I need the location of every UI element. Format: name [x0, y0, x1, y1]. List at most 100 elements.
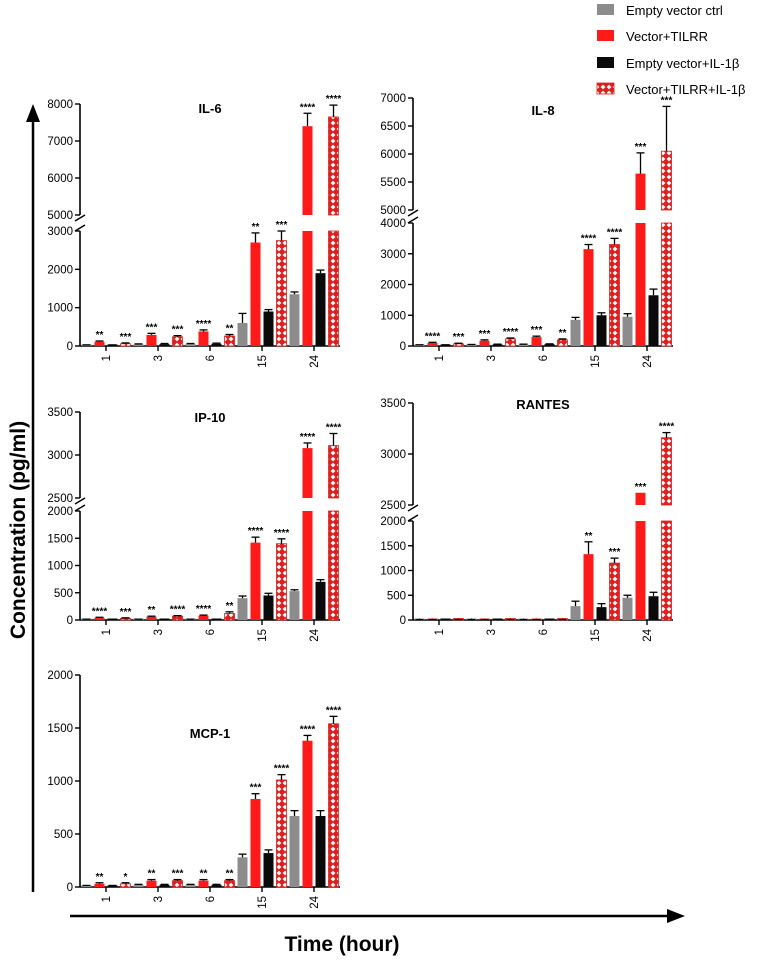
- legend-swatch-vector-tilrr: [597, 30, 614, 41]
- significance-label-rantes-vector-tilrr-15: **: [585, 531, 593, 542]
- significance-label-il-8-vector-tilrr-il1b-15: ****: [607, 227, 623, 238]
- significance-label-il-8-vector-tilrr-il1b-6: **: [559, 328, 567, 339]
- bar-rantes-vector-tilrr-il1b-24: [661, 437, 672, 506]
- bar-il-8-empty-vector-il1b-15: [596, 315, 607, 346]
- y-tick-label-il-6: 7000: [47, 136, 73, 148]
- significance-label-mcp-1-vector-tilrr-1: **: [96, 872, 104, 883]
- axis-break-mark-rantes: [407, 514, 419, 522]
- x-tick-label-rantes-1: 1: [434, 629, 446, 635]
- chart-panel-rantes: RANTES 0 500 1000 1500 2000 2500 3000 3500 1 3 6 15 *…: [380, 397, 674, 642]
- y-tick-label-rantes: 0: [400, 615, 406, 627]
- bar-ip-10-vector-tilrr-il1b-6: [224, 613, 235, 621]
- axis-break-mark-il-6: [74, 214, 86, 222]
- bar-il-8-vector-tilrr-il1b-24: [661, 150, 672, 211]
- axis-break-mark-il-8: [407, 216, 419, 224]
- significance-label-rantes-vector-tilrr-24: ***: [635, 482, 647, 493]
- bar-il-8-vector-tilrr-3: [479, 340, 490, 346]
- bar-ip-10-vector-tilrr-il1b-15: [276, 543, 287, 621]
- bar-ip-10-vector-tilrr-24: [302, 511, 313, 620]
- bar-mcp-1-vector-tilrr-24: [302, 740, 313, 887]
- axis-break-mark-ip-10: [74, 504, 86, 512]
- y-tick-label-il-8: 5000: [380, 205, 406, 217]
- bar-il-6-vector-tilrr-il1b-6: [224, 335, 235, 347]
- significance-label-ip-10-vector-tilrr-il1b-6: **: [226, 601, 234, 612]
- bar-ip-10-vector-tilrr-il1b-24: [328, 510, 339, 621]
- bar-ip-10-vector-tilrr-15: [250, 542, 261, 620]
- bar-il-6-vector-tilrr-15: [250, 242, 261, 346]
- bar-ip-10-vector-tilrr-il1b-1: [120, 617, 131, 621]
- bar-il-8-empty-vector-ctrl-3: [466, 344, 477, 346]
- bar-il-6-vector-tilrr-24: [302, 126, 313, 215]
- legend-label-vector-tilrr: Vector+TILRR: [626, 29, 708, 44]
- bar-ip-10-vector-tilrr-24: [302, 448, 313, 498]
- bar-rantes-empty-vector-ctrl-24: [622, 597, 633, 620]
- x-tick-label-il-6-24: 24: [309, 354, 321, 367]
- bar-il-6-vector-tilrr-il1b-15: [276, 240, 287, 347]
- chart-title-ip-10: IP-10: [194, 410, 225, 425]
- x-tick-label-ip-10-15: 15: [257, 629, 269, 642]
- bar-il-6-vector-tilrr-il1b-1: [120, 343, 131, 347]
- y-tick-label-ip-10: 3000: [47, 450, 73, 462]
- significance-label-il-6-vector-tilrr-il1b-3: ***: [172, 325, 184, 336]
- bar-il-8-vector-tilrr-15: [583, 249, 594, 346]
- x-tick-label-il-8-15: 15: [590, 355, 602, 368]
- bar-il-6-vector-tilrr-1: [94, 341, 105, 346]
- significance-label-ip-10-vector-tilrr-il1b-24: ****: [326, 423, 342, 434]
- y-tick-label-il-6: 6000: [47, 173, 73, 185]
- y-tick-label-ip-10: 3500: [47, 407, 73, 419]
- bar-il-8-vector-tilrr-24: [635, 223, 646, 346]
- significance-label-il-6-vector-tilrr-il1b-15: ***: [276, 220, 288, 231]
- x-tick-label-mcp-1-6: 6: [205, 896, 217, 902]
- significance-label-mcp-1-vector-tilrr-il1b-1: *: [124, 872, 128, 883]
- bar-mcp-1-empty-vector-il1b-3: [159, 884, 170, 887]
- bar-mcp-1-empty-vector-il1b-24: [315, 815, 326, 887]
- x-tick-label-rantes-15: 15: [590, 629, 602, 642]
- bar-mcp-1-vector-tilrr-il1b-6: [224, 880, 235, 888]
- x-axis-title: Time (hour): [284, 933, 399, 956]
- chart-title-il-6: IL-6: [198, 101, 221, 116]
- x-tick-label-mcp-1-15: 15: [257, 896, 269, 909]
- significance-label-ip-10-vector-tilrr-24: ****: [300, 432, 316, 443]
- legend: Empty vector ctrl Vector+TILRR Empty vec…: [596, 3, 745, 97]
- bar-il-8-vector-tilrr-24: [635, 173, 646, 210]
- significance-label-mcp-1-vector-tilrr-6: **: [200, 869, 208, 880]
- significance-label-il-8-vector-tilrr-6: ***: [531, 325, 543, 336]
- significance-label-il-6-vector-tilrr-3: ***: [146, 322, 158, 333]
- x-tick-label-ip-10-3: 3: [153, 629, 165, 635]
- bar-mcp-1-vector-tilrr-il1b-1: [120, 883, 131, 888]
- bar-ip-10-vector-tilrr-il1b-3: [172, 615, 183, 621]
- bar-il-6-empty-vector-ctrl-3: [133, 344, 144, 346]
- y-tick-label-rantes: 1000: [380, 566, 406, 578]
- significance-label-il-6-vector-tilrr-1: **: [96, 330, 104, 341]
- y-tick-label-il-6: 3000: [47, 226, 73, 238]
- x-tick-label-rantes-24: 24: [642, 628, 654, 641]
- bar-rantes-empty-vector-il1b-15: [596, 607, 607, 620]
- significance-label-il-6-vector-tilrr-24: ****: [300, 102, 316, 113]
- significance-label-il-6-vector-tilrr-il1b-1: ***: [120, 332, 132, 343]
- y-tick-label-il-8: 6000: [380, 149, 406, 161]
- significance-label-il-8-vector-tilrr-1: ****: [425, 331, 441, 342]
- y-tick-label-il-8: 1000: [380, 310, 406, 322]
- bar-il-8-vector-tilrr-1: [427, 342, 438, 346]
- x-tick-label-mcp-1-3: 3: [153, 896, 165, 902]
- bar-ip-10-vector-tilrr-il1b-24: [328, 445, 339, 499]
- bar-il-6-vector-tilrr-24: [302, 231, 313, 346]
- y-tick-label-il-6: 5000: [47, 210, 73, 222]
- significance-label-ip-10-vector-tilrr-1: ****: [92, 606, 108, 617]
- y-axis-arrow: [26, 104, 40, 892]
- legend-label-vector-tilrr-il1b: Vector+TILRR+IL-1β: [626, 82, 745, 97]
- bar-il-6-empty-vector-il1b-6: [211, 343, 222, 346]
- bar-mcp-1-vector-tilrr-6: [198, 880, 209, 887]
- chart-title-il-8: IL-8: [531, 103, 554, 118]
- y-tick-label-ip-10: 1500: [47, 533, 73, 545]
- bar-rantes-empty-vector-il1b-24: [648, 596, 659, 620]
- bar-ip-10-empty-vector-il1b-24: [315, 581, 326, 620]
- bar-il-8-vector-tilrr-il1b-3: [505, 338, 516, 347]
- bar-ip-10-empty-vector-il1b-15: [263, 595, 274, 620]
- x-tick-label-rantes-6: 6: [538, 629, 550, 635]
- y-tick-label-mcp-1: 500: [54, 829, 73, 841]
- bar-il-8-empty-vector-ctrl-15: [570, 319, 581, 346]
- bar-mcp-1-empty-vector-ctrl-3: [133, 884, 144, 887]
- y-tick-label-mcp-1: 2000: [47, 670, 73, 682]
